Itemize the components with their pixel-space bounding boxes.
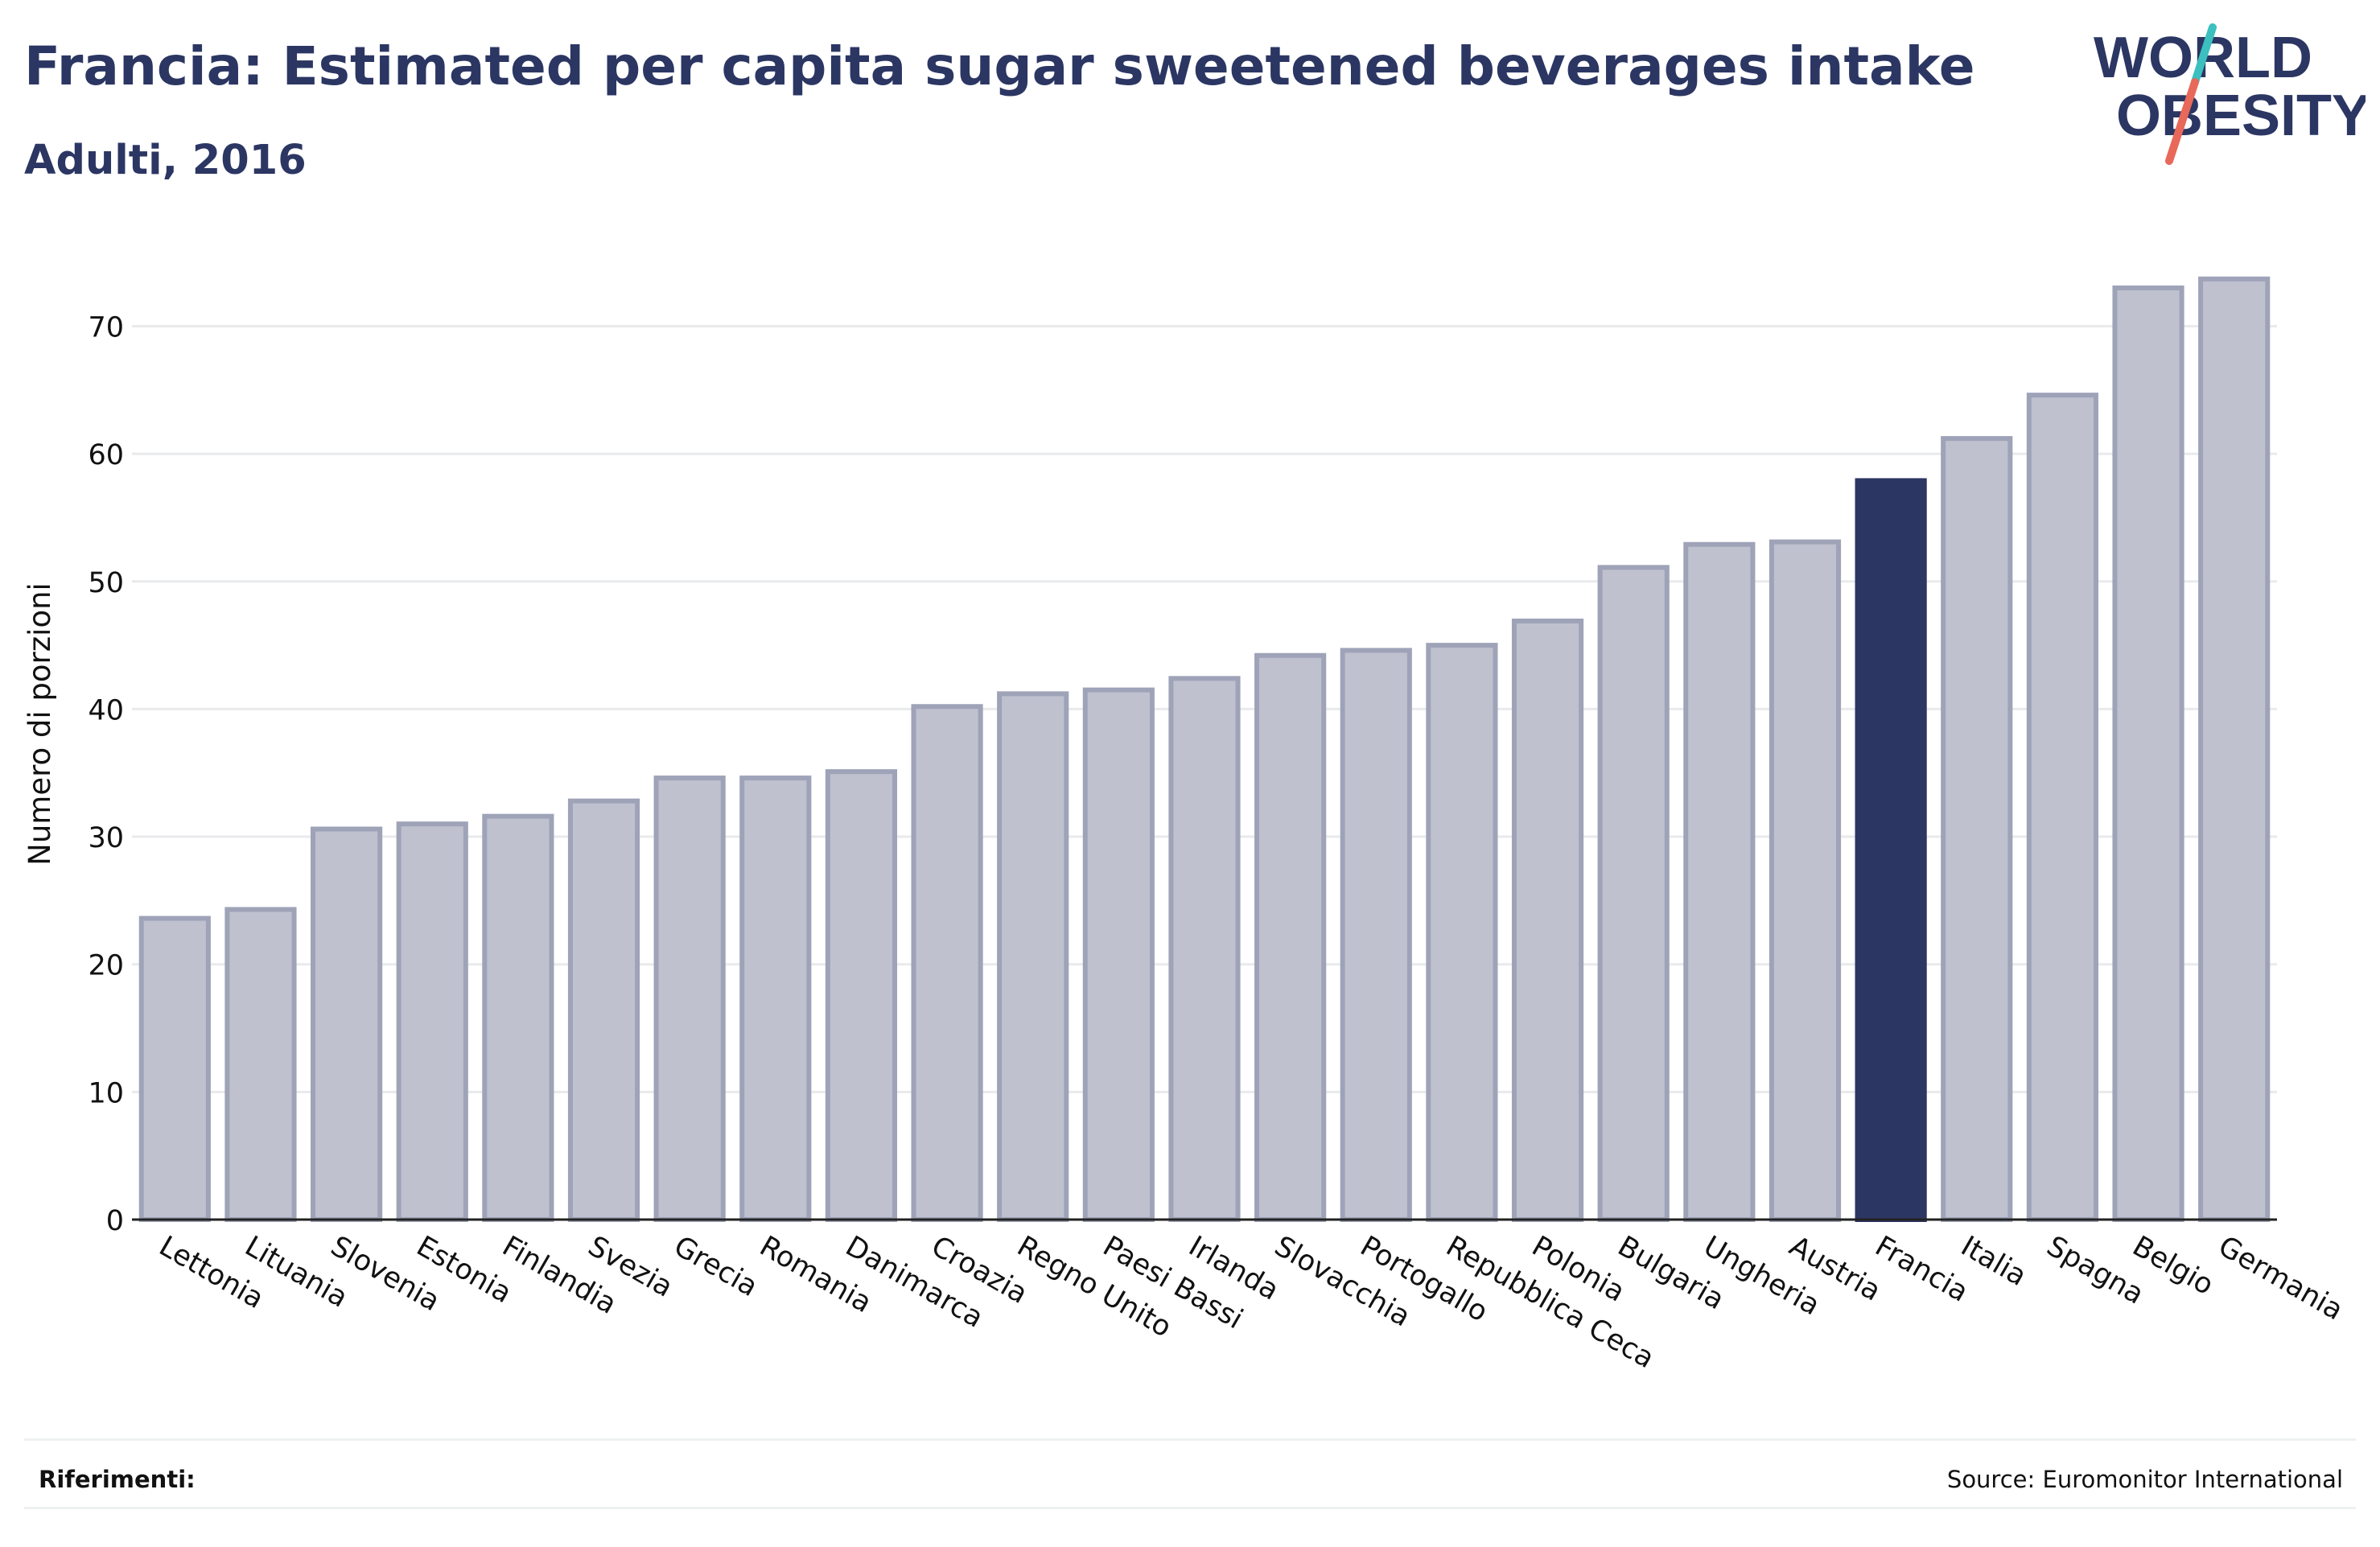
footer-bottom-divider xyxy=(24,1507,2356,1509)
y-tick-label: 20 xyxy=(88,950,124,982)
bar-estonia xyxy=(396,821,468,1223)
bar-slovenia xyxy=(311,826,383,1223)
x-tick-label: Grecia xyxy=(669,1230,764,1303)
logo-line2: OBESITY xyxy=(2116,84,2366,148)
x-tick-label: Germania xyxy=(2213,1230,2348,1327)
bar-irlanda xyxy=(1168,676,1241,1222)
y-tick-label: 10 xyxy=(88,1077,124,1109)
y-tick-label: 0 xyxy=(106,1205,124,1237)
bar-repubblica-ceca xyxy=(1426,643,1498,1222)
references-label: Riferimenti: xyxy=(39,1466,196,1493)
bar-spagna xyxy=(2026,393,2098,1222)
x-tick-label: Francia xyxy=(1870,1230,1974,1309)
y-tick-label: 40 xyxy=(88,694,124,726)
bar-slovacchia xyxy=(1254,652,1327,1222)
bar-germania xyxy=(2198,276,2271,1223)
chart-title: Francia: Estimated per capita sugar swee… xyxy=(24,35,1975,97)
bar-lettonia xyxy=(138,915,211,1223)
source-text: Source: Euromonitor International xyxy=(1946,1466,2343,1493)
bar-danimarca xyxy=(825,769,898,1222)
chart-subtitle: Adulti, 2016 xyxy=(24,137,307,184)
bar-portogallo xyxy=(1340,648,1412,1222)
logo-slash-bottom xyxy=(2165,78,2199,165)
world-obesity-logo: WORLD OBESITY xyxy=(2094,23,2366,165)
bar-croazia xyxy=(911,704,983,1222)
y-tick-label: 60 xyxy=(88,439,124,471)
y-tick-label: 30 xyxy=(88,822,124,854)
bars xyxy=(138,276,2271,1223)
bar-ungheria xyxy=(1683,541,1756,1222)
y-axis-label: Numero di porzioni xyxy=(23,582,57,866)
bar-lituania xyxy=(224,907,297,1222)
y-tick-label: 70 xyxy=(88,311,124,344)
bar-regno-unito xyxy=(997,691,1069,1222)
bar-paesi-bassi xyxy=(1082,687,1155,1222)
bar-grecia xyxy=(653,776,726,1222)
bar-belgio xyxy=(2112,285,2184,1222)
bar-bulgaria xyxy=(1597,565,1670,1222)
bar-italia xyxy=(1941,436,2013,1222)
bar-austria xyxy=(1769,539,1842,1222)
bar-chart: 0 10 20 30 40 50 60 70 LettoniaLituaniaSlovenia… xyxy=(23,276,2349,1375)
bar-finlandia xyxy=(482,813,554,1223)
y-tick-label: 50 xyxy=(88,567,124,599)
x-tick-labels: LettoniaLituaniaSloveniaEstoniaFinlandia… xyxy=(154,1230,2349,1375)
y-tick-labels: 0 10 20 30 40 50 60 70 xyxy=(88,311,124,1237)
logo-slash-top xyxy=(2191,23,2217,86)
bar-romania xyxy=(739,776,812,1222)
bar-francia xyxy=(1855,478,1927,1222)
bar-svezia xyxy=(567,798,640,1222)
bar-polonia xyxy=(1511,618,1584,1222)
footer-top-divider xyxy=(24,1438,2356,1441)
x-tick-label: Spagna xyxy=(2041,1230,2149,1311)
